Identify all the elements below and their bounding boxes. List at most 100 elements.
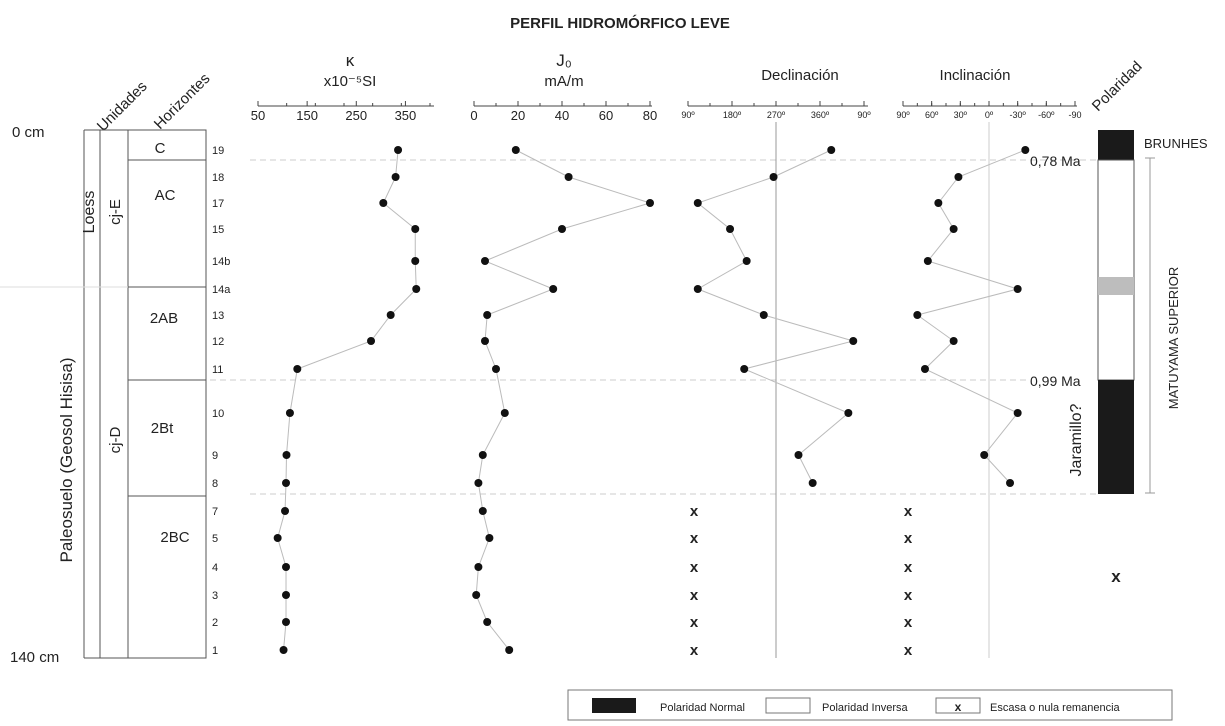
data-point (379, 199, 388, 207)
data-point (412, 285, 421, 293)
jaramillo-label: Jaramillo? (1068, 403, 1085, 476)
no-remanence-mark: x (690, 642, 699, 659)
sample-label: 8 (212, 478, 218, 490)
data-point (367, 337, 376, 345)
sample-label: 1 (212, 645, 218, 657)
x-tick-label: 360º (811, 110, 830, 120)
x-tick-label: -90 (1068, 110, 1081, 120)
data-point (827, 146, 836, 154)
data-point (285, 409, 294, 417)
no-remanence-mark: x (904, 530, 913, 547)
polaridad-header: Polaridad (1089, 58, 1146, 115)
data-point (472, 591, 481, 599)
data-point (646, 199, 654, 207)
figure-title: PERFIL HIDROMÓRFICO LEVE (510, 14, 730, 32)
no-remanence-mark: x (690, 587, 699, 604)
legend-box (567, 689, 1173, 721)
no-remanence-mark: x (690, 503, 699, 520)
x-tick-label: 20 (511, 108, 525, 123)
data-point (474, 479, 483, 487)
x-tick-label: 180º (723, 110, 742, 120)
sample-label: 5 (212, 533, 218, 545)
legend-mark: x (955, 700, 962, 714)
series-line (277, 149, 417, 651)
data-point (500, 409, 509, 417)
data-point (1021, 146, 1030, 154)
data-point (954, 173, 963, 181)
data-point (934, 199, 943, 207)
data-point (844, 409, 853, 417)
data-point (481, 337, 489, 345)
legend-inverse-swatch (765, 697, 811, 714)
sample-labels: 19 18 17 15 14b 14a 13 12 11 10 9 8 7 5 4 3 2 1 (212, 145, 231, 657)
sample-label: 19 (212, 145, 224, 157)
horizon-2ab: 2AB (150, 310, 178, 327)
age-099-label: 0,99 Ma (1030, 373, 1081, 389)
horizon-2bt: 2Bt (151, 420, 174, 437)
matuyama-label: MATUYAMA SUPERIOR (1166, 267, 1181, 410)
sample-label: 14a (212, 284, 231, 296)
x-tick-label: 90º (896, 110, 910, 120)
no-remanence-mark: x (690, 530, 699, 547)
data-point (759, 311, 768, 319)
x-tick-label: 30º (954, 110, 968, 120)
data-point (693, 199, 702, 207)
data-point (282, 451, 291, 459)
horizons-column (127, 129, 207, 659)
legend-normal-swatch (592, 698, 636, 713)
x-tick-label: 350 (395, 108, 417, 123)
sample-label: 7 (212, 506, 218, 518)
x-tick-label: 90º (681, 110, 695, 120)
panel-title-symbol: κ (346, 51, 355, 70)
data-point (478, 451, 487, 459)
chart-panel-2: J₀ mA/m 0 20 40 60 80 (470, 51, 657, 654)
data-point (478, 507, 487, 515)
data-point (394, 146, 403, 154)
facies-paleosuelo: Paleosuelo (Geosol Hisisa) (57, 357, 76, 562)
data-point (949, 225, 958, 233)
polarity-column (1097, 130, 1155, 494)
data-point (485, 534, 494, 542)
data-point (282, 591, 291, 599)
x-tick-label: 250 (345, 108, 367, 123)
data-point (913, 311, 922, 319)
legend: Polaridad Normal Polaridad Inversa x Esc… (567, 689, 1173, 721)
no-remanence-mark: x (690, 614, 699, 631)
data-point (505, 646, 514, 654)
age-078-label: 0,78 Ma (1030, 153, 1081, 169)
x-tick-label: -30º (1010, 110, 1027, 120)
unit-cj-e: cj-E (107, 199, 124, 225)
no-remanence-mark: x (904, 642, 913, 659)
data-point (282, 479, 291, 487)
data-point (282, 563, 291, 571)
horizontes-header: Horizontes (151, 70, 214, 133)
polarity-transitional (1098, 277, 1134, 295)
series-line (916, 149, 1026, 484)
data-point (794, 451, 803, 459)
series-line (696, 149, 856, 484)
sample-label: 4 (212, 562, 218, 574)
panel-title: Declinación (761, 67, 839, 84)
x-tick-label: 60º (925, 110, 939, 120)
data-point (564, 173, 573, 181)
data-point (282, 618, 291, 626)
no-remanence-mark: x (904, 559, 913, 576)
data-point (849, 337, 858, 345)
data-point (279, 646, 288, 654)
data-point (511, 146, 520, 154)
x-tick-label: 60 (599, 108, 613, 123)
data-point (483, 618, 492, 626)
sample-label: 11 (212, 364, 223, 376)
x-tick-label: 0 (470, 108, 477, 123)
data-point (769, 173, 778, 181)
data-point (1006, 479, 1015, 487)
data-point (411, 257, 420, 265)
no-remanence-mark: x (904, 587, 913, 604)
sample-label: 9 (212, 450, 218, 462)
data-point (386, 311, 395, 319)
facies-loess: Loess (81, 191, 98, 234)
data-point (726, 225, 735, 233)
data-point (411, 225, 420, 233)
polarity-inverse (1097, 159, 1135, 381)
